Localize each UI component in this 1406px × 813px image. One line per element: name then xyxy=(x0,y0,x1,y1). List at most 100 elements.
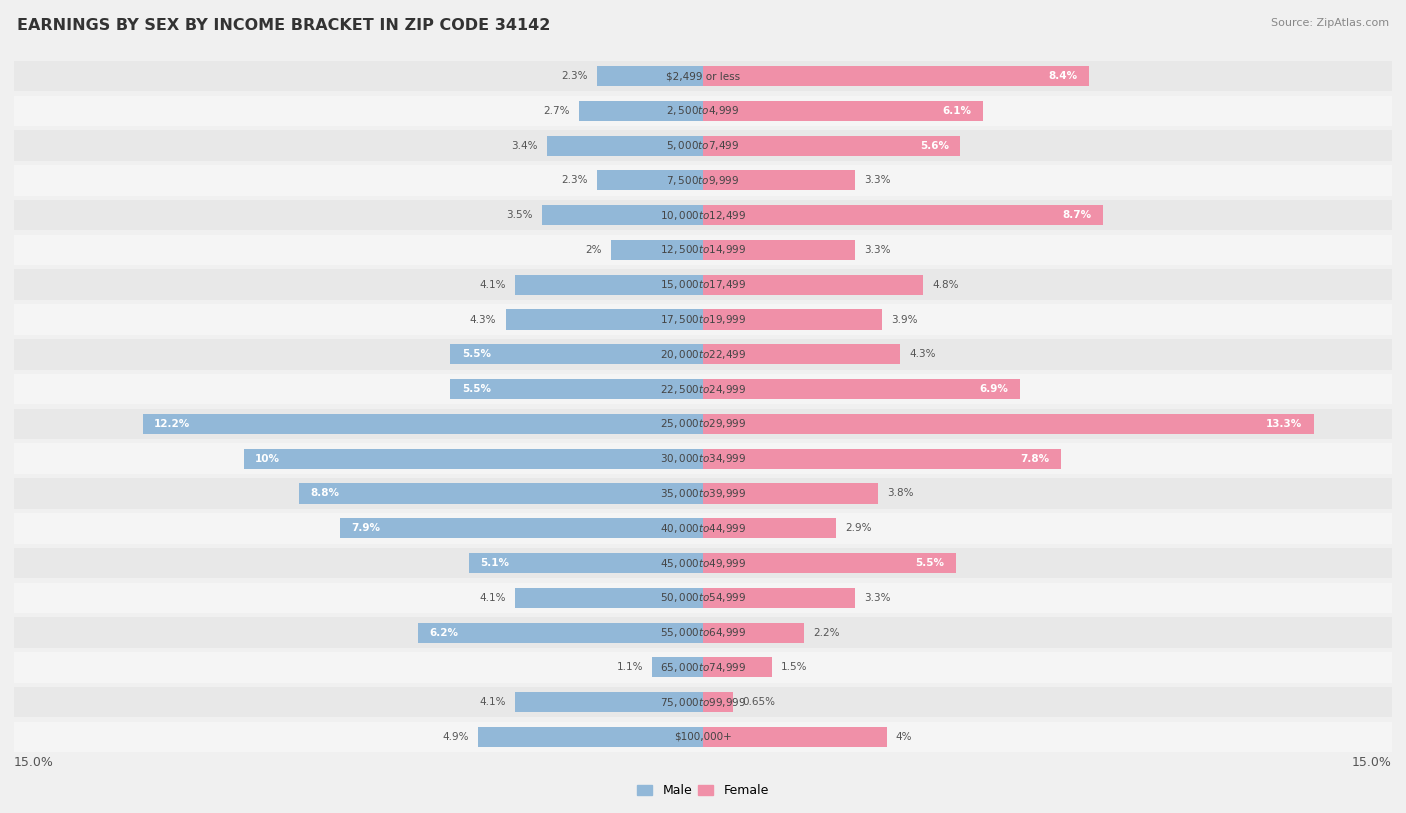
Text: 7.9%: 7.9% xyxy=(352,524,381,533)
Bar xyxy=(14,374,1392,404)
Bar xyxy=(14,165,1392,196)
Bar xyxy=(450,344,703,364)
Text: 15.0%: 15.0% xyxy=(1353,756,1392,769)
Bar xyxy=(515,588,703,608)
Bar xyxy=(703,553,956,573)
Text: 4.9%: 4.9% xyxy=(443,732,468,742)
Bar xyxy=(478,727,703,747)
Text: 15.0%: 15.0% xyxy=(14,756,53,769)
Bar xyxy=(418,623,703,643)
Text: $50,000 to $54,999: $50,000 to $54,999 xyxy=(659,591,747,604)
Text: 4.3%: 4.3% xyxy=(910,350,936,359)
Bar xyxy=(243,449,703,469)
Bar xyxy=(14,617,1392,648)
Text: 2.3%: 2.3% xyxy=(561,176,588,185)
Text: 4.1%: 4.1% xyxy=(479,280,506,289)
Text: EARNINGS BY SEX BY INCOME BRACKET IN ZIP CODE 34142: EARNINGS BY SEX BY INCOME BRACKET IN ZIP… xyxy=(17,18,550,33)
Text: 2.2%: 2.2% xyxy=(813,628,839,637)
Text: 4%: 4% xyxy=(896,732,912,742)
Text: $15,000 to $17,499: $15,000 to $17,499 xyxy=(659,278,747,291)
Text: 5.5%: 5.5% xyxy=(915,558,945,568)
Bar xyxy=(515,275,703,295)
Bar xyxy=(14,200,1392,231)
Text: 13.3%: 13.3% xyxy=(1267,419,1302,429)
Bar xyxy=(14,409,1392,439)
Bar xyxy=(703,623,804,643)
Bar xyxy=(14,61,1392,91)
Text: 0.65%: 0.65% xyxy=(742,698,775,707)
Bar xyxy=(703,727,887,747)
Bar xyxy=(14,443,1392,474)
Text: 5.5%: 5.5% xyxy=(461,350,491,359)
Bar xyxy=(612,240,703,260)
Text: 2.9%: 2.9% xyxy=(845,524,872,533)
Bar xyxy=(14,722,1392,752)
Text: 12.2%: 12.2% xyxy=(155,419,190,429)
Bar xyxy=(703,379,1019,399)
Text: $40,000 to $44,999: $40,000 to $44,999 xyxy=(659,522,747,535)
Bar xyxy=(14,548,1392,578)
Bar xyxy=(340,518,703,538)
Text: 8.8%: 8.8% xyxy=(311,489,339,498)
Text: 4.1%: 4.1% xyxy=(479,698,506,707)
Text: $7,500 to $9,999: $7,500 to $9,999 xyxy=(666,174,740,187)
Text: 1.1%: 1.1% xyxy=(617,663,644,672)
Text: $20,000 to $22,499: $20,000 to $22,499 xyxy=(659,348,747,361)
Text: 1.5%: 1.5% xyxy=(782,663,807,672)
Text: 8.7%: 8.7% xyxy=(1062,211,1091,220)
Text: 8.4%: 8.4% xyxy=(1049,71,1077,81)
Text: 3.4%: 3.4% xyxy=(512,141,537,150)
Text: $2,500 to $4,999: $2,500 to $4,999 xyxy=(666,104,740,117)
Text: $55,000 to $64,999: $55,000 to $64,999 xyxy=(659,626,747,639)
Text: $100,000+: $100,000+ xyxy=(673,732,733,742)
Text: $5,000 to $7,499: $5,000 to $7,499 xyxy=(666,139,740,152)
Bar xyxy=(506,310,703,329)
Bar xyxy=(14,95,1392,126)
Bar xyxy=(703,101,983,121)
Bar xyxy=(703,310,882,329)
Text: 4.8%: 4.8% xyxy=(932,280,959,289)
Bar xyxy=(703,518,837,538)
Bar xyxy=(703,136,960,156)
Text: $12,500 to $14,999: $12,500 to $14,999 xyxy=(659,243,747,256)
Bar xyxy=(468,553,703,573)
Bar xyxy=(703,205,1102,225)
Legend: Male, Female: Male, Female xyxy=(633,780,773,802)
Bar xyxy=(14,652,1392,683)
Bar xyxy=(703,414,1313,434)
Text: $30,000 to $34,999: $30,000 to $34,999 xyxy=(659,452,747,465)
Text: 3.9%: 3.9% xyxy=(891,315,918,324)
Bar xyxy=(14,339,1392,370)
Bar xyxy=(703,344,900,364)
Bar xyxy=(14,582,1392,613)
Text: 10%: 10% xyxy=(256,454,280,463)
Text: 3.3%: 3.3% xyxy=(863,245,890,255)
Bar xyxy=(14,304,1392,335)
Bar xyxy=(703,692,733,712)
Text: $35,000 to $39,999: $35,000 to $39,999 xyxy=(659,487,747,500)
Text: 6.2%: 6.2% xyxy=(430,628,458,637)
Bar xyxy=(703,240,855,260)
Bar xyxy=(598,170,703,190)
Bar xyxy=(14,478,1392,509)
Bar xyxy=(299,484,703,503)
Bar xyxy=(703,657,772,677)
Bar xyxy=(703,484,877,503)
Bar xyxy=(450,379,703,399)
Bar xyxy=(598,66,703,86)
Text: $65,000 to $74,999: $65,000 to $74,999 xyxy=(659,661,747,674)
Text: 6.9%: 6.9% xyxy=(980,384,1008,394)
Bar xyxy=(547,136,703,156)
Bar xyxy=(14,513,1392,544)
Text: 3.5%: 3.5% xyxy=(506,211,533,220)
Text: 2.3%: 2.3% xyxy=(561,71,588,81)
Bar xyxy=(14,130,1392,161)
Text: 6.1%: 6.1% xyxy=(942,106,972,115)
Text: 4.3%: 4.3% xyxy=(470,315,496,324)
Bar xyxy=(703,170,855,190)
Text: Source: ZipAtlas.com: Source: ZipAtlas.com xyxy=(1271,18,1389,28)
Bar xyxy=(515,692,703,712)
Bar xyxy=(543,205,703,225)
Bar xyxy=(14,235,1392,265)
Text: $75,000 to $99,999: $75,000 to $99,999 xyxy=(659,696,747,709)
